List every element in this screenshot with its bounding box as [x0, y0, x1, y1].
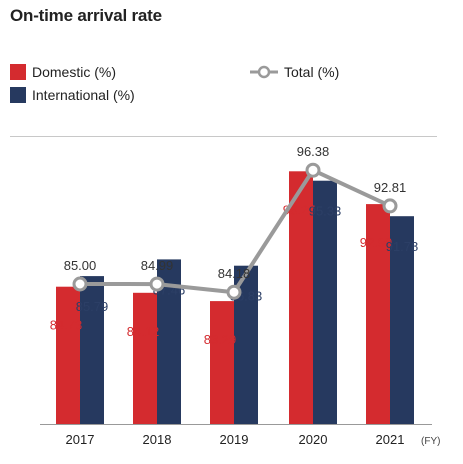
total-value-label-2020: 96.38	[297, 144, 330, 159]
domestic-bar-2017	[56, 286, 80, 424]
international-bar-2020	[313, 180, 337, 424]
x-tick-label-2019: 2019	[220, 432, 249, 447]
international-bar-2017	[80, 276, 104, 424]
total-point-2017	[72, 276, 88, 292]
x-tick-label-2018: 2018	[143, 432, 172, 447]
legend-international-swatch	[10, 87, 26, 103]
international-value-label-2020: 95.33	[309, 204, 342, 219]
total-value-label-2019: 84.18	[218, 266, 251, 281]
legend-domestic-label: Domestic (%)	[32, 64, 117, 80]
x-tick-label-2017: 2017	[66, 432, 95, 447]
total-value-label-2018: 84.99	[141, 258, 174, 273]
domestic-value-label-2018: 84.12	[127, 324, 160, 339]
legend-international-label: International (%)	[32, 87, 135, 103]
legend-domestic-swatch	[10, 64, 26, 80]
legend-total-marker	[250, 65, 278, 79]
legend-international: International (%)	[10, 87, 135, 103]
domestic-bar-2019	[210, 301, 234, 424]
international-bar-2021	[390, 216, 414, 424]
legend-divider	[10, 136, 437, 137]
x-tick-label-2021: 2021	[376, 432, 405, 447]
x-tick-label-2020: 2020	[299, 432, 328, 447]
international-value-label-2021: 91.78	[386, 239, 419, 254]
domestic-bar-2018	[133, 292, 157, 424]
total-value-label-2021: 92.81	[374, 180, 407, 195]
domestic-value-label-2019: 83.29	[204, 332, 237, 347]
total-point-2019	[226, 284, 242, 300]
legend-domestic: Domestic (%)	[10, 64, 116, 80]
international-value-label-2017: 85.79	[76, 299, 109, 314]
legend-total: Total (%)	[250, 64, 339, 80]
domestic-value-label-2017: 84.73	[50, 318, 83, 333]
total-point-2020	[305, 162, 321, 178]
domestic-value-label-2021: 92.99	[360, 235, 393, 250]
legend-total-label: Total (%)	[284, 64, 340, 80]
domestic-bar-2021	[366, 204, 390, 424]
domestic-bar-2020	[289, 171, 313, 424]
chart-title: On-time arrival rate	[10, 6, 162, 25]
total-value-label-2017: 85.00	[64, 258, 97, 273]
x-axis-unit-label: (FY)	[421, 436, 440, 447]
total-point-2021	[382, 198, 398, 214]
total-point-2018	[149, 276, 165, 292]
